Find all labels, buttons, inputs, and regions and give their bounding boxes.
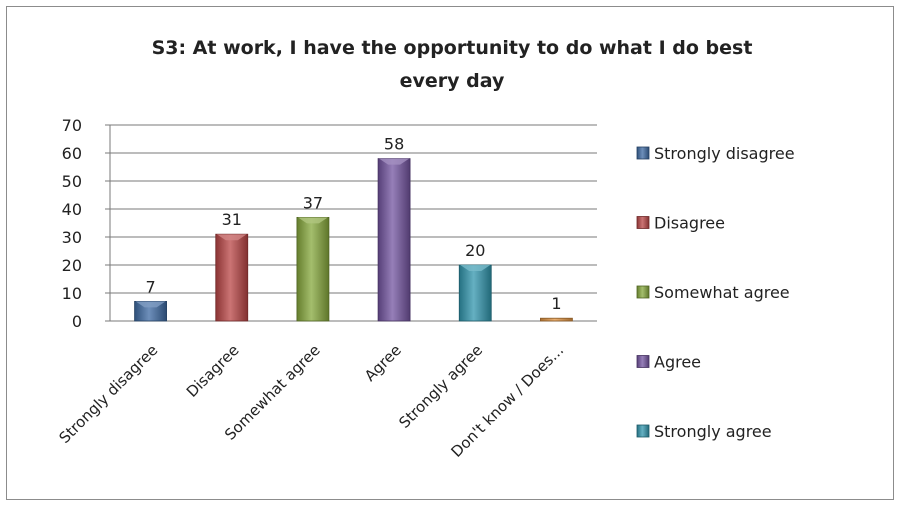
data-label: 58 xyxy=(384,135,404,154)
legend-swatch xyxy=(636,424,650,438)
data-label: 1 xyxy=(551,294,561,313)
legend-label: Agree xyxy=(654,353,701,372)
legend-label: Disagree xyxy=(654,214,725,233)
data-label: 7 xyxy=(145,277,155,296)
chart-title: S3: At work, I have the opportunity to d… xyxy=(152,37,753,92)
y-tick-label: 40 xyxy=(62,200,82,219)
legend-swatch xyxy=(636,285,650,299)
bar xyxy=(215,233,249,322)
data-label: 20 xyxy=(465,241,485,260)
x-tick-label: Strongly disagree xyxy=(56,341,162,447)
legend-label: Strongly agree xyxy=(654,422,772,441)
chart-title-line-1: S3: At work, I have the opportunity to d… xyxy=(152,37,753,59)
legend-label: Strongly disagree xyxy=(654,144,795,163)
grid xyxy=(110,124,597,322)
data-label: 31 xyxy=(222,210,242,229)
bar-cap xyxy=(297,217,328,224)
bar xyxy=(458,264,492,322)
bar-cap xyxy=(460,265,491,271)
legend-swatch xyxy=(636,216,650,229)
bar xyxy=(377,158,411,322)
bar-cap xyxy=(216,234,247,241)
y-tick-label: 10 xyxy=(62,284,82,303)
y-tick-label: 30 xyxy=(62,228,82,247)
y-tick-label: 0 xyxy=(72,312,82,331)
y-axis: 0 10 20 30 40 50 60 70 xyxy=(62,116,111,331)
y-tick-label: 70 xyxy=(62,116,82,135)
chart-title-line-2: every day xyxy=(400,70,505,92)
y-tick-label: 60 xyxy=(62,144,82,163)
legend-label: Somewhat agree xyxy=(654,283,790,302)
x-tick-label: Strongly agree xyxy=(395,341,486,432)
bar-cap xyxy=(379,158,410,165)
x-tick-label: Disagree xyxy=(183,341,243,401)
legend: Strongly disagree Disagree Somewhat agree A… xyxy=(636,144,795,441)
bar xyxy=(296,216,330,322)
chart-frame xyxy=(6,6,894,500)
legend-swatch xyxy=(636,355,650,368)
x-tick-label: Agree xyxy=(361,341,405,385)
y-tick-label: 20 xyxy=(62,256,82,275)
data-labels: 7 31 37 58 20 1 xyxy=(145,135,561,314)
bars xyxy=(134,158,573,322)
legend-swatch xyxy=(636,146,650,160)
data-label: 37 xyxy=(303,193,323,212)
bar-cap xyxy=(135,301,166,308)
bar xyxy=(540,317,573,322)
y-tick-label: 50 xyxy=(62,172,82,191)
